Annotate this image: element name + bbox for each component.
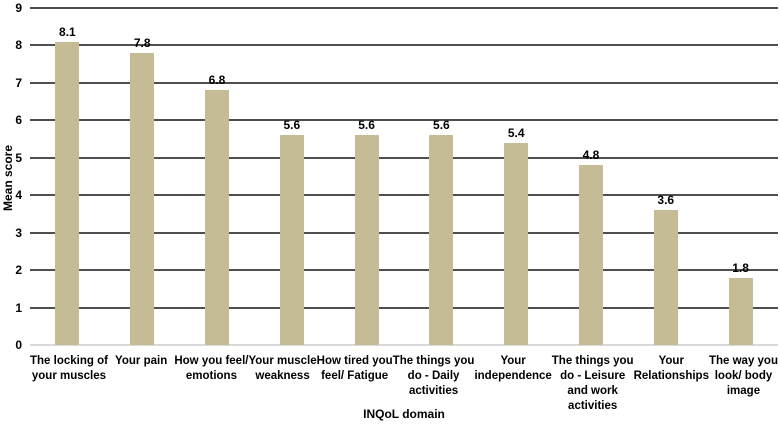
x-category-label: The way you look/ body image bbox=[708, 355, 778, 397]
y-tick-label: 6 bbox=[15, 113, 22, 128]
bar-slot: 5.6 bbox=[404, 8, 479, 345]
bar bbox=[578, 165, 603, 345]
bar bbox=[55, 41, 80, 345]
bar-value-label: 5.6 bbox=[433, 118, 450, 133]
bars-row: 8.1 7.8 6.8 5.6 5.6 5.6 5.4 4.8 3.6 1.8 bbox=[30, 8, 778, 345]
bar-slot: 1.8 bbox=[703, 8, 778, 345]
bar bbox=[653, 210, 678, 345]
bar-slot: 8.1 bbox=[30, 8, 105, 345]
y-tick-label: 3 bbox=[15, 225, 22, 240]
bar bbox=[429, 135, 454, 345]
bar-slot: 5.6 bbox=[329, 8, 404, 345]
bar-value-label: 5.6 bbox=[358, 118, 375, 133]
bar-slot: 7.8 bbox=[105, 8, 180, 345]
y-tick-label: 9 bbox=[15, 1, 22, 15]
x-category-label: Your muscle weakness bbox=[248, 355, 317, 382]
bar-slot: 5.4 bbox=[479, 8, 554, 345]
bar-value-label: 7.8 bbox=[133, 35, 151, 50]
x-category-label: Your pain bbox=[115, 355, 168, 367]
bar-value-label: 4.8 bbox=[582, 148, 600, 163]
y-tick-label: 1 bbox=[15, 300, 22, 315]
x-axis-line bbox=[30, 344, 778, 346]
gridline bbox=[30, 156, 778, 159]
gridline bbox=[30, 306, 778, 309]
bar-value-label: 3.6 bbox=[657, 193, 675, 208]
x-category-label: How you feel/emotions bbox=[174, 355, 249, 382]
gridline bbox=[30, 231, 778, 234]
y-tick-label: 2 bbox=[15, 263, 22, 278]
gridline bbox=[30, 119, 778, 122]
bar-value-label: 6.8 bbox=[208, 73, 226, 88]
bar-slot: 3.6 bbox=[628, 8, 703, 345]
gridline bbox=[30, 269, 778, 272]
y-tick-label: 8 bbox=[15, 38, 22, 53]
y-tick-label: 0 bbox=[15, 338, 22, 352]
bar-value-label: 8.1 bbox=[59, 24, 76, 39]
bar bbox=[204, 90, 229, 345]
x-category-label: Your Relationships bbox=[633, 355, 709, 382]
gridline bbox=[30, 194, 778, 197]
y-tick-label: 7 bbox=[15, 75, 22, 90]
x-axis-category-labels: The locking of your muscles Your pain How y… bbox=[30, 354, 778, 414]
x-category-label: The things you do - Leisure and work activi… bbox=[551, 355, 634, 412]
gridline bbox=[30, 81, 778, 84]
x-category-label: Your independence bbox=[474, 355, 552, 382]
x-category-label: The things you do - Daily activities bbox=[392, 355, 475, 397]
bar-value-label: 5.6 bbox=[283, 118, 301, 133]
bar-slot: 5.6 bbox=[254, 8, 329, 345]
bar-value-label: 1.8 bbox=[732, 260, 749, 275]
bar bbox=[354, 135, 379, 345]
y-axis-tick-labels: 0 1 2 3 4 5 6 7 8 9 bbox=[0, 2, 24, 351]
bar bbox=[728, 277, 753, 345]
bar bbox=[504, 142, 529, 345]
y-tick-label: 4 bbox=[15, 188, 22, 203]
y-tick-label: 5 bbox=[15, 150, 22, 165]
bar-slot: 6.8 bbox=[180, 8, 255, 345]
bar-slot: 4.8 bbox=[554, 8, 629, 345]
plot-area: 8.1 7.8 6.8 5.6 5.6 5.6 5.4 4.8 3.6 1.8 bbox=[30, 7, 778, 346]
bar-value-label: 5.4 bbox=[507, 125, 525, 140]
gridline bbox=[30, 7, 778, 9]
x-category-label: The locking of your muscles bbox=[30, 355, 108, 382]
x-category-label: How tired you feel/ Fatigue bbox=[316, 355, 393, 382]
gridline bbox=[30, 44, 778, 47]
bar bbox=[279, 135, 304, 345]
x-axis-title: INQoL domain bbox=[363, 407, 445, 421]
bar bbox=[130, 52, 155, 345]
